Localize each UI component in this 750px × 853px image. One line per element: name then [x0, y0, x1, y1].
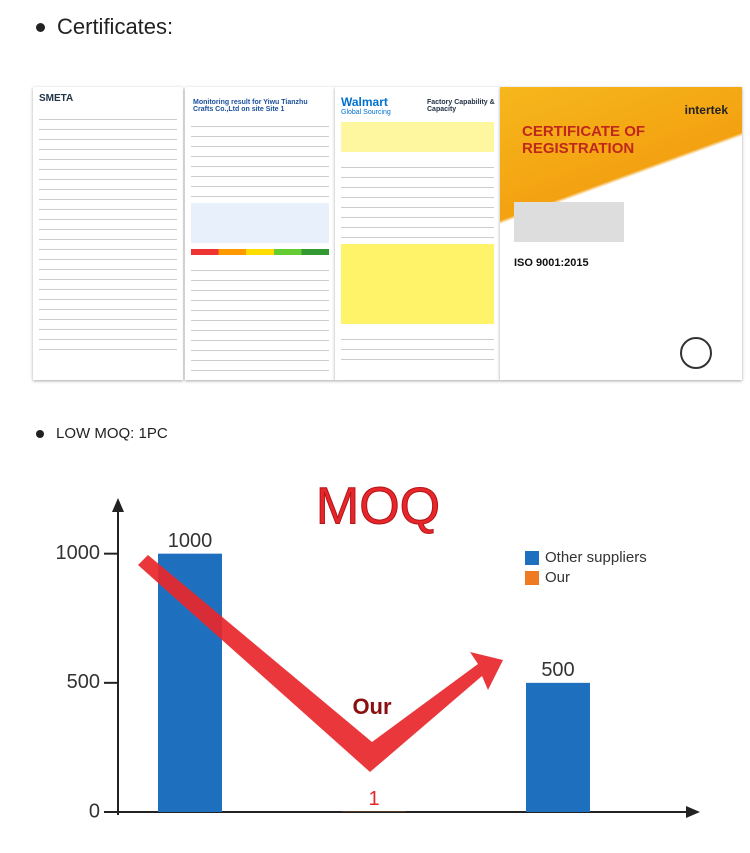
- cert-rating: [191, 249, 329, 255]
- y-tick-label: 1000: [56, 542, 101, 564]
- cert-block: [341, 244, 494, 324]
- cert-seal: [680, 337, 712, 369]
- bullet: [36, 429, 44, 438]
- axis-arrow: [112, 498, 124, 512]
- cert-brand: Walmart: [341, 95, 388, 109]
- certificate-card: intertek CERTIFICATE OF REGISTRATION ISO…: [500, 87, 742, 380]
- legend-label: Other suppliers: [545, 549, 647, 566]
- v-arrow: [138, 555, 503, 772]
- section-heading: LOW MOQ: 1PC: [36, 425, 168, 442]
- cert-sub: Global Sourcing: [341, 109, 391, 116]
- cert-title: SMETA: [39, 93, 74, 104]
- cert-block: [191, 203, 329, 243]
- certificate-card: Monitoring result for Yiwu Tianzhu Craft…: [185, 87, 335, 380]
- heading-text: LOW MOQ: 1PC: [56, 425, 168, 442]
- cert-title: Factory Capability & Capacity: [427, 99, 495, 113]
- cert-rows: [335, 158, 500, 238]
- data-label: 1: [368, 788, 379, 810]
- cert-title: CERTIFICATE OF REGISTRATION: [522, 123, 646, 157]
- cert-rows: [335, 330, 500, 360]
- cert-rows: [33, 110, 183, 350]
- y-tick-label: 500: [67, 671, 100, 693]
- annotation: Our: [352, 694, 392, 719]
- chart-title: MOQ: [316, 478, 440, 536]
- cert-rows: [185, 117, 335, 197]
- data-label: 1000: [168, 530, 213, 552]
- heading-text: Certificates:: [57, 14, 174, 39]
- cert-brand: intertek: [684, 103, 728, 117]
- legend-label: Our: [545, 569, 570, 586]
- axis-arrow: [686, 806, 700, 818]
- bar: [526, 682, 590, 812]
- cert-blur: [514, 202, 624, 242]
- y-tick-label: 0: [89, 800, 100, 822]
- cert-rows: [185, 261, 335, 371]
- bar: [158, 553, 222, 812]
- section-heading: Certificates:: [36, 14, 173, 40]
- certificate-card: Walmart Global Sourcing Factory Capabili…: [335, 87, 500, 380]
- cert-title: Monitoring result for Yiwu Tianzhu Craft…: [193, 99, 308, 113]
- legend-swatch: [525, 551, 539, 565]
- data-label: 500: [541, 659, 574, 681]
- cert-block: [341, 122, 494, 152]
- legend-swatch: [525, 571, 539, 585]
- cert-standard: ISO 9001:2015: [514, 257, 589, 269]
- certificate-card: SMETA: [33, 87, 183, 380]
- bullet: [36, 22, 45, 32]
